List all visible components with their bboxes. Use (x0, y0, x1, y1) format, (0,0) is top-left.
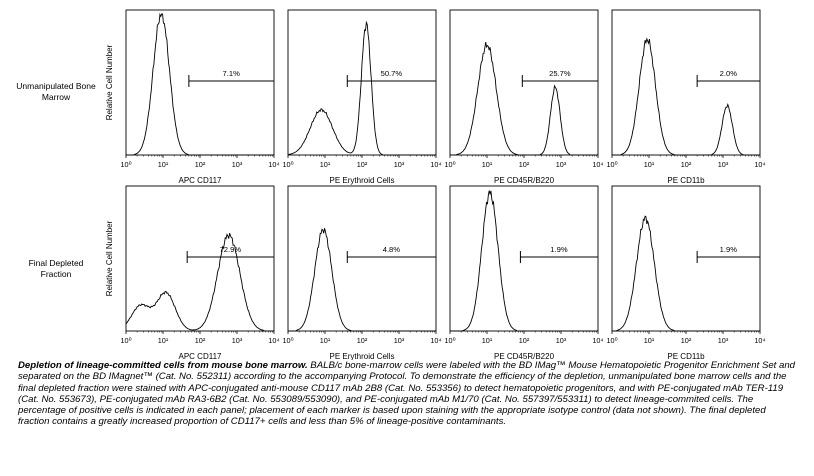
x-axis-label: APC CD117 (179, 176, 223, 185)
panel-frame (611, 9, 761, 156)
histogram-curve (450, 41, 598, 156)
x-tick-label: 10⁰ (444, 336, 455, 345)
histogram-panel: 10⁰ 10¹ 10² 10³ 10⁴ PE CD45R/B220 25.7% (444, 9, 604, 185)
x-tick-label: 10³ (394, 336, 405, 345)
x-tick-label: 10¹ (320, 336, 331, 345)
x-tick-label: 10¹ (320, 160, 331, 169)
x-tick-label: 10⁰ (282, 160, 293, 169)
panel-frame (611, 185, 761, 332)
histogram-panel: 10⁰ 10¹ 10² 10³ 10⁴ PE Erythroid Cells 50.7% (282, 9, 442, 185)
x-tick-label: 10² (519, 336, 530, 345)
x-tick-label: 10³ (232, 336, 243, 345)
gate-percent-label: 1.9% (550, 245, 568, 254)
histogram-curve (612, 37, 760, 156)
x-axis-label: PE CD45R/B220 (494, 176, 555, 185)
x-tick-label: 10¹ (644, 336, 655, 345)
x-tick-label: 10⁴ (268, 336, 279, 345)
x-tick-label: 10⁰ (606, 160, 617, 169)
x-axis-label: PE CD11b (667, 352, 705, 360)
histogram-panel: 10⁰ 10¹ 10² 10³ 10⁴ APC CD117 Relative Cell Nu… (105, 185, 280, 360)
histogram-curve (125, 233, 274, 332)
x-tick-label: 10⁴ (592, 336, 603, 345)
row-label-line-1: Final Depleted (28, 258, 84, 268)
panel-frame (125, 185, 275, 332)
x-axis-label: PE CD45R/B220 (494, 352, 555, 360)
x-tick-label: 10² (195, 336, 206, 345)
x-tick-label: 10³ (394, 160, 405, 169)
x-tick-label: 10² (519, 160, 530, 169)
row-label-depleted: Final Depleted Fraction (0, 258, 112, 280)
x-tick-label: 10¹ (158, 336, 169, 345)
gate-percent-label: 72.9% (220, 245, 242, 254)
gate-percent-label: 1.9% (720, 245, 738, 254)
x-tick-label: 10⁰ (444, 160, 455, 169)
histogram-curve (288, 228, 436, 332)
gate-percent-label: 4.8% (383, 245, 401, 254)
histogram-panel: 10⁰ 10¹ 10² 10³ 10⁴ PE Erythroid Cells 4.8% (282, 185, 442, 360)
panel-frame (449, 185, 599, 332)
panel-frame (449, 9, 599, 156)
histogram-curve (126, 12, 274, 156)
x-tick-label: 10¹ (644, 160, 655, 169)
histogram-figure: 10⁰ 10¹ 10² 10³ 10⁴ APC CD117 Relative Cell Nu… (105, 9, 766, 360)
panel-frame (125, 9, 275, 156)
x-axis-label: APC CD117 (179, 352, 223, 360)
x-tick-label: 10² (681, 336, 692, 345)
row-label-unmanipulated: Unmanipulated Bone Marrow (0, 81, 112, 103)
caption-title: Depletion of lineage-committed cells fro… (18, 360, 308, 371)
x-axis-label: PE Erythroid Cells (330, 352, 395, 360)
gate-percent-label: 2.0% (720, 69, 738, 78)
y-axis-label: Relative Cell Number (105, 220, 114, 296)
x-tick-label: 10² (357, 160, 368, 169)
row-label-line-2: Fraction (40, 269, 72, 279)
histogram-panel: 10⁰ 10¹ 10² 10³ 10⁴ PE CD11b 2.0% (606, 9, 766, 185)
histogram-curve (450, 190, 598, 332)
caption-body: BALB/c bone-marrow cells were labeled wi… (18, 360, 796, 428)
x-tick-label: 10⁰ (120, 336, 131, 345)
x-tick-label: 10³ (232, 160, 243, 169)
x-tick-label: 10⁴ (754, 336, 765, 345)
panel-frame (287, 185, 437, 332)
x-tick-label: 10⁰ (282, 336, 293, 345)
y-axis-label: Relative Cell Number (105, 44, 114, 120)
x-tick-label: 10³ (718, 336, 729, 345)
x-tick-label: 10⁴ (430, 160, 441, 169)
x-tick-label: 10⁴ (754, 160, 765, 169)
x-tick-label: 10¹ (482, 160, 493, 169)
x-tick-label: 10² (357, 336, 368, 345)
x-tick-label: 10³ (718, 160, 729, 169)
x-tick-label: 10⁴ (430, 336, 441, 345)
figure-caption: Depletion of lineage-committed cells fro… (18, 360, 798, 428)
row-label-line-1: Unmanipulated Bone (16, 81, 96, 91)
gate-percent-label: 7.1% (223, 69, 241, 78)
x-axis-label: PE Erythroid Cells (330, 176, 395, 185)
x-tick-label: 10² (195, 160, 206, 169)
histogram-curve (287, 20, 436, 156)
histogram-panel: 10⁰ 10¹ 10² 10³ 10⁴ PE CD45R/B220 1.9% (444, 185, 604, 360)
row-label-line-2: Marrow (41, 92, 71, 102)
histogram-curve (612, 215, 760, 332)
x-tick-label: 10⁰ (120, 160, 131, 169)
x-tick-label: 10² (681, 160, 692, 169)
histogram-panel: 10⁰ 10¹ 10² 10³ 10⁴ PE CD11b 1.9% (606, 185, 766, 360)
histogram-panel: 10⁰ 10¹ 10² 10³ 10⁴ APC CD117 Relative Cell Nu… (105, 9, 280, 185)
x-tick-label: 10⁴ (268, 160, 279, 169)
x-axis-label: PE CD11b (667, 176, 705, 185)
x-tick-label: 10³ (556, 336, 567, 345)
x-tick-label: 10⁰ (606, 336, 617, 345)
panel-frame (287, 9, 437, 156)
x-tick-label: 10¹ (158, 160, 169, 169)
x-tick-label: 10³ (556, 160, 567, 169)
x-tick-label: 10¹ (482, 336, 493, 345)
gate-percent-label: 25.7% (549, 69, 571, 78)
x-tick-label: 10⁴ (592, 160, 603, 169)
gate-percent-label: 50.7% (381, 69, 403, 78)
